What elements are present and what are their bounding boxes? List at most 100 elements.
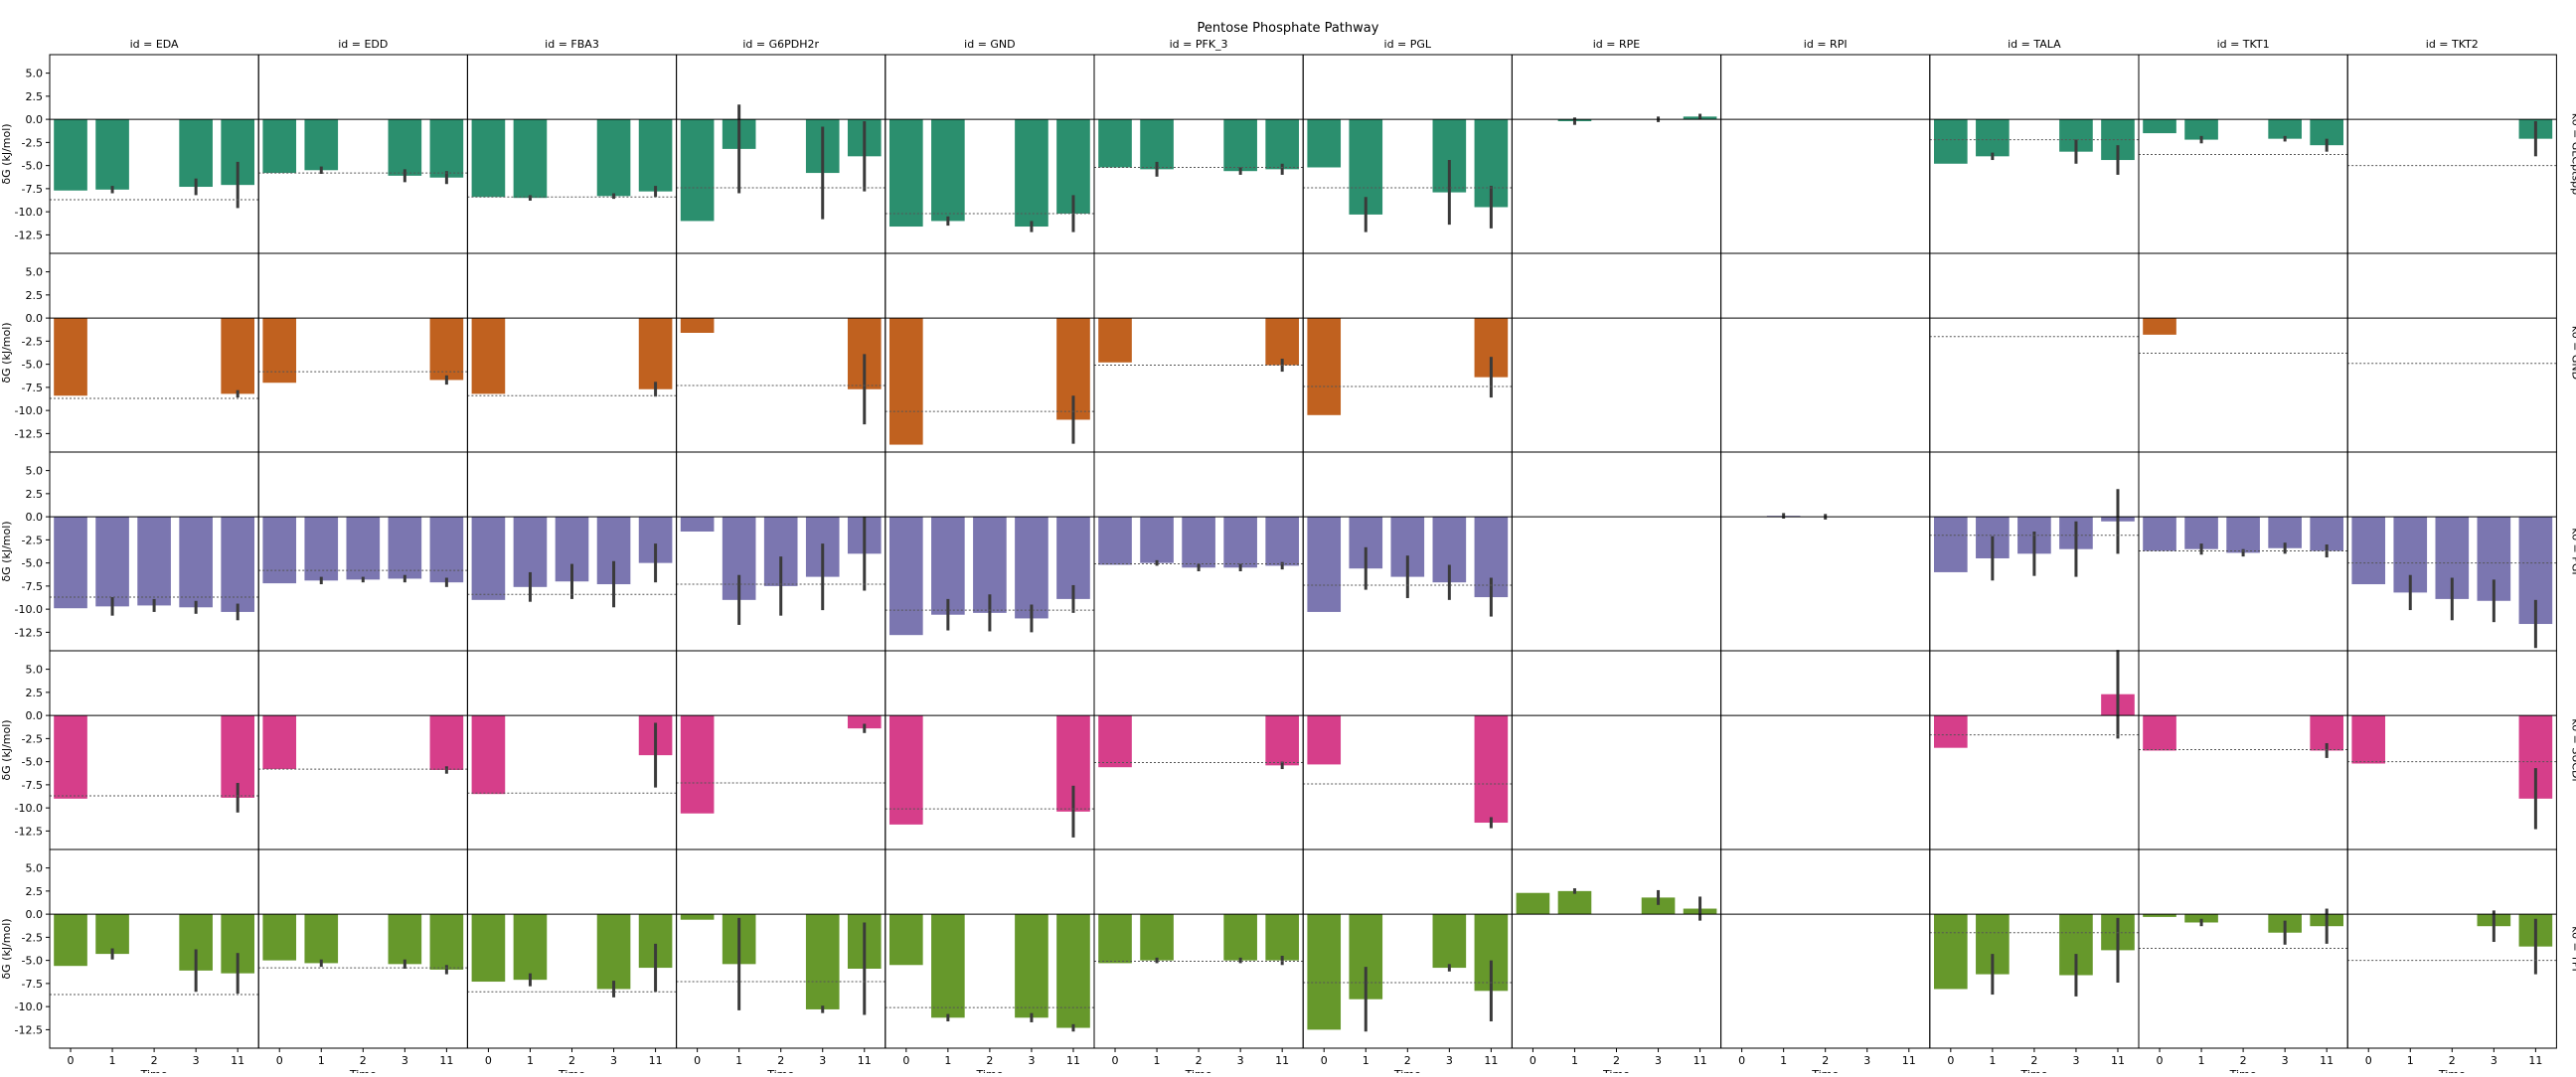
bar (1934, 119, 1968, 164)
bar (1182, 517, 1215, 568)
bar (95, 119, 129, 190)
y-tick-label: 0.0 (26, 511, 44, 524)
bar (1307, 715, 1342, 765)
y-tick-label: 2.5 (26, 90, 44, 103)
bar (847, 715, 882, 729)
x-tick-label: 3 (610, 1054, 617, 1067)
bar (1098, 715, 1132, 768)
y-tick-label: -5.0 (22, 756, 43, 769)
x-tick-label: 11 (1693, 1054, 1707, 1067)
x-tick-label: 0 (68, 1054, 75, 1067)
panel (466, 451, 678, 652)
panel: 0 1 2 3 11 Time (257, 848, 468, 1077)
panel-frame (2346, 252, 2557, 453)
panel (2138, 252, 2348, 453)
bar (221, 517, 254, 612)
bar (1265, 914, 1299, 961)
bar (95, 517, 129, 607)
x-tick-label: 0 (2365, 1054, 2372, 1067)
panel (49, 650, 259, 850)
y-tick-label: 2.5 (26, 289, 44, 302)
bar (889, 318, 923, 445)
bar (429, 318, 464, 381)
bar (1265, 119, 1299, 170)
y-tick-label: 5.0 (26, 465, 44, 478)
panel (1093, 252, 1304, 453)
x-tick-label: 11 (2528, 1054, 2542, 1067)
panel (885, 451, 1095, 652)
panel (676, 650, 886, 850)
x-tick-label: 11 (1275, 1054, 1289, 1067)
row-title: ko = SUCDi (2569, 718, 2576, 781)
bar (346, 517, 381, 580)
bar (513, 914, 548, 981)
x-tick-label: 2 (1196, 1054, 1203, 1067)
x-axis-label: Time (766, 1068, 794, 1073)
y-tick-label: 5.0 (26, 266, 44, 279)
x-tick-label: 11 (231, 1054, 244, 1067)
panel-frame (1929, 650, 2140, 850)
panel: 0 1 2 3 11 Time (885, 848, 1095, 1077)
bar (1098, 517, 1132, 565)
column-title: id = TALA (2008, 38, 2061, 51)
bar (931, 517, 965, 615)
y-tick-label: -7.5 (22, 580, 43, 593)
bar (262, 119, 297, 174)
row-title: ko = TPI (2569, 926, 2576, 972)
bar (1140, 517, 1174, 563)
x-axis-label: Time (140, 1068, 168, 1073)
panel (466, 54, 678, 254)
bar (262, 318, 297, 384)
panel: 0 1 2 3 11 Time (2346, 848, 2557, 1077)
y-axis-label: δG (kJ/mol) (0, 918, 13, 979)
y-tick-label: -5.0 (22, 160, 43, 173)
panel (1929, 650, 2140, 850)
x-tick-label: 3 (1863, 1054, 1870, 1067)
panel (257, 451, 468, 652)
bar (1557, 890, 1592, 915)
bar (471, 517, 506, 600)
y-tick-label: 5.0 (26, 862, 44, 875)
panel-frame (1720, 252, 1931, 453)
y-tick-label: -2.5 (22, 335, 43, 348)
bar (1516, 892, 1550, 915)
x-axis-label: Time (2019, 1068, 2047, 1073)
panel-frame (1720, 848, 1931, 1049)
column-title: id = TKT1 (2217, 38, 2270, 51)
bar (179, 517, 213, 608)
facet-row-5: ko = TPI δG (kJ/mol) 5.0 2.5 0.0 -2.5 -5.0 -7.5… (0, 848, 2576, 1077)
bar (2351, 715, 2386, 764)
bar (1976, 119, 2010, 157)
x-tick-label: 11 (2320, 1054, 2334, 1067)
bar (54, 715, 87, 799)
panel (676, 54, 886, 254)
bar (1432, 914, 1467, 969)
bar (304, 119, 339, 171)
x-axis-label: Time (1393, 1068, 1421, 1073)
bar (54, 119, 87, 191)
x-tick-label: 1 (318, 1054, 325, 1067)
bar (1934, 914, 1968, 990)
facet-row-1: ko = GLCptspp δG (kJ/mol) 5.0 2.5 0.0 -2.5 -5.… (0, 54, 2576, 254)
column-title: id = EDD (338, 38, 388, 51)
x-tick-label: 3 (2491, 1054, 2497, 1067)
bar (262, 517, 297, 584)
panel (885, 252, 1095, 453)
y-tick-label: 2.5 (26, 885, 44, 898)
bar (1307, 914, 1342, 1030)
x-tick-label: 3 (819, 1054, 826, 1067)
chart-title: Pentose Phosphate Pathway (1198, 21, 1379, 36)
bar (889, 517, 923, 636)
bar (388, 517, 422, 579)
y-tick-label: -12.5 (15, 1023, 43, 1036)
x-tick-label: 0 (276, 1054, 283, 1067)
column-title: id = TKT2 (2426, 38, 2479, 51)
bar (2143, 119, 2176, 134)
x-tick-label: 1 (1154, 1054, 1161, 1067)
panel (885, 54, 1095, 254)
x-tick-label: 0 (1321, 1054, 1328, 1067)
panel (2346, 451, 2557, 652)
panel (2138, 650, 2348, 850)
y-tick-label: -10.0 (15, 404, 43, 417)
x-tick-label: 1 (1363, 1054, 1369, 1067)
